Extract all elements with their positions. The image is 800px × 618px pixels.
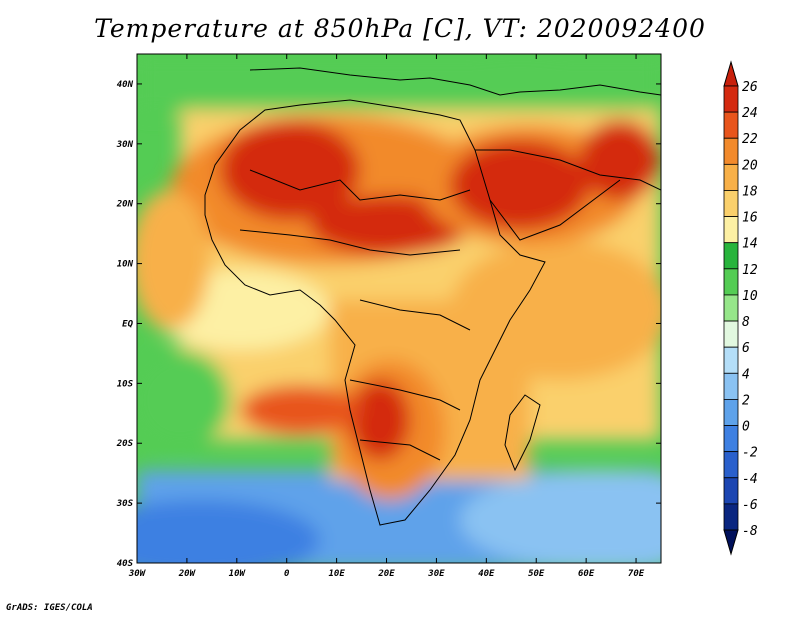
lon-tick-label: 40E <box>478 569 495 579</box>
colorbar-bottom-arrow <box>723 529 739 556</box>
lat-tick-label: 30S <box>116 499 134 509</box>
colorbar-swatch <box>723 372 739 400</box>
lat-tick-label: 30N <box>116 140 134 150</box>
lat-tick-label: 10S <box>117 379 134 389</box>
colorbar-swatch <box>723 85 739 113</box>
colorbar-swatch <box>723 477 739 505</box>
colorbar-swatch <box>723 346 739 374</box>
colorbar-swatch <box>723 320 739 348</box>
colorbar-label: 20 <box>742 158 758 173</box>
lon-tick-label: 50E <box>528 569 545 579</box>
lat-tick-label: 10N <box>117 260 134 270</box>
colorbar-label: 14 <box>742 237 758 252</box>
colorbar-swatch <box>723 451 739 479</box>
colorbar-swatch <box>723 399 739 426</box>
lat-tick-label: 40S <box>117 559 134 569</box>
colorbar-swatch <box>723 190 739 217</box>
lon-tick-label: 60E <box>578 569 595 579</box>
colorbar-label: -2 <box>742 446 758 461</box>
page-title: Temperature at 850hPa [C], VT: 202009240… <box>94 14 706 43</box>
colorbar-label: 12 <box>742 263 758 278</box>
colorbar-swatch <box>723 268 739 296</box>
longitude-axis: 30W 20W 10W 0 10E 20E 30E 40E 50E 60E 70E <box>128 54 645 579</box>
colorbar-label: 26 <box>742 80 758 95</box>
colorbar-swatch <box>723 242 739 270</box>
lat-tick-label: EQ <box>122 319 133 329</box>
colorbar-swatch <box>723 425 739 453</box>
colorbar-label: 0 <box>742 420 750 435</box>
coastlines <box>204 67 661 526</box>
temperature-field <box>137 54 661 563</box>
colorbar-swatch <box>723 294 739 322</box>
colorbar-label: 16 <box>742 211 758 226</box>
lat-tick-label: 20S <box>116 439 134 449</box>
colorbar-label: -8 <box>742 524 758 539</box>
colorbar-label: 2 <box>742 393 750 408</box>
latitude-axis: 40N 30N 20N 10N EQ 10S 20S 30S 40S <box>116 80 661 569</box>
lon-tick-label: 10E <box>328 569 345 579</box>
lon-tick-label: 70E <box>628 569 645 579</box>
colorbar-swatch <box>723 163 739 191</box>
lon-tick-label: 20W <box>178 569 197 579</box>
lon-tick-label: 10W <box>229 569 247 579</box>
lon-tick-label: 0 <box>284 569 290 579</box>
colorbar-label: 22 <box>742 132 758 147</box>
lat-tick-label: 40N <box>117 80 134 90</box>
lon-tick-label: 30E <box>427 569 445 579</box>
colorbar-label: -4 <box>742 472 758 487</box>
colorbar-label: 8 <box>742 315 750 330</box>
colorbar-label: 4 <box>742 367 750 382</box>
grads-credit: GrADS: IGES/COLA <box>6 603 93 613</box>
colorbar-swatch <box>723 503 739 531</box>
lon-tick-label: 20E <box>377 569 395 579</box>
colorbar-label: 6 <box>742 341 750 356</box>
colorbar-label: 10 <box>742 289 758 304</box>
colorbar-label: -6 <box>742 498 758 513</box>
lat-tick-label: 20N <box>116 200 134 210</box>
colorbar-label: 18 <box>742 184 758 199</box>
colorbar-label: 24 <box>742 106 758 121</box>
colorbar-swatch <box>723 111 739 139</box>
colorbar-top-arrow <box>723 60 739 87</box>
colorbar-swatch <box>723 216 739 244</box>
lon-tick-label: 30W <box>128 569 147 579</box>
colorbar-swatch <box>723 137 739 165</box>
map-frame <box>136 53 662 564</box>
